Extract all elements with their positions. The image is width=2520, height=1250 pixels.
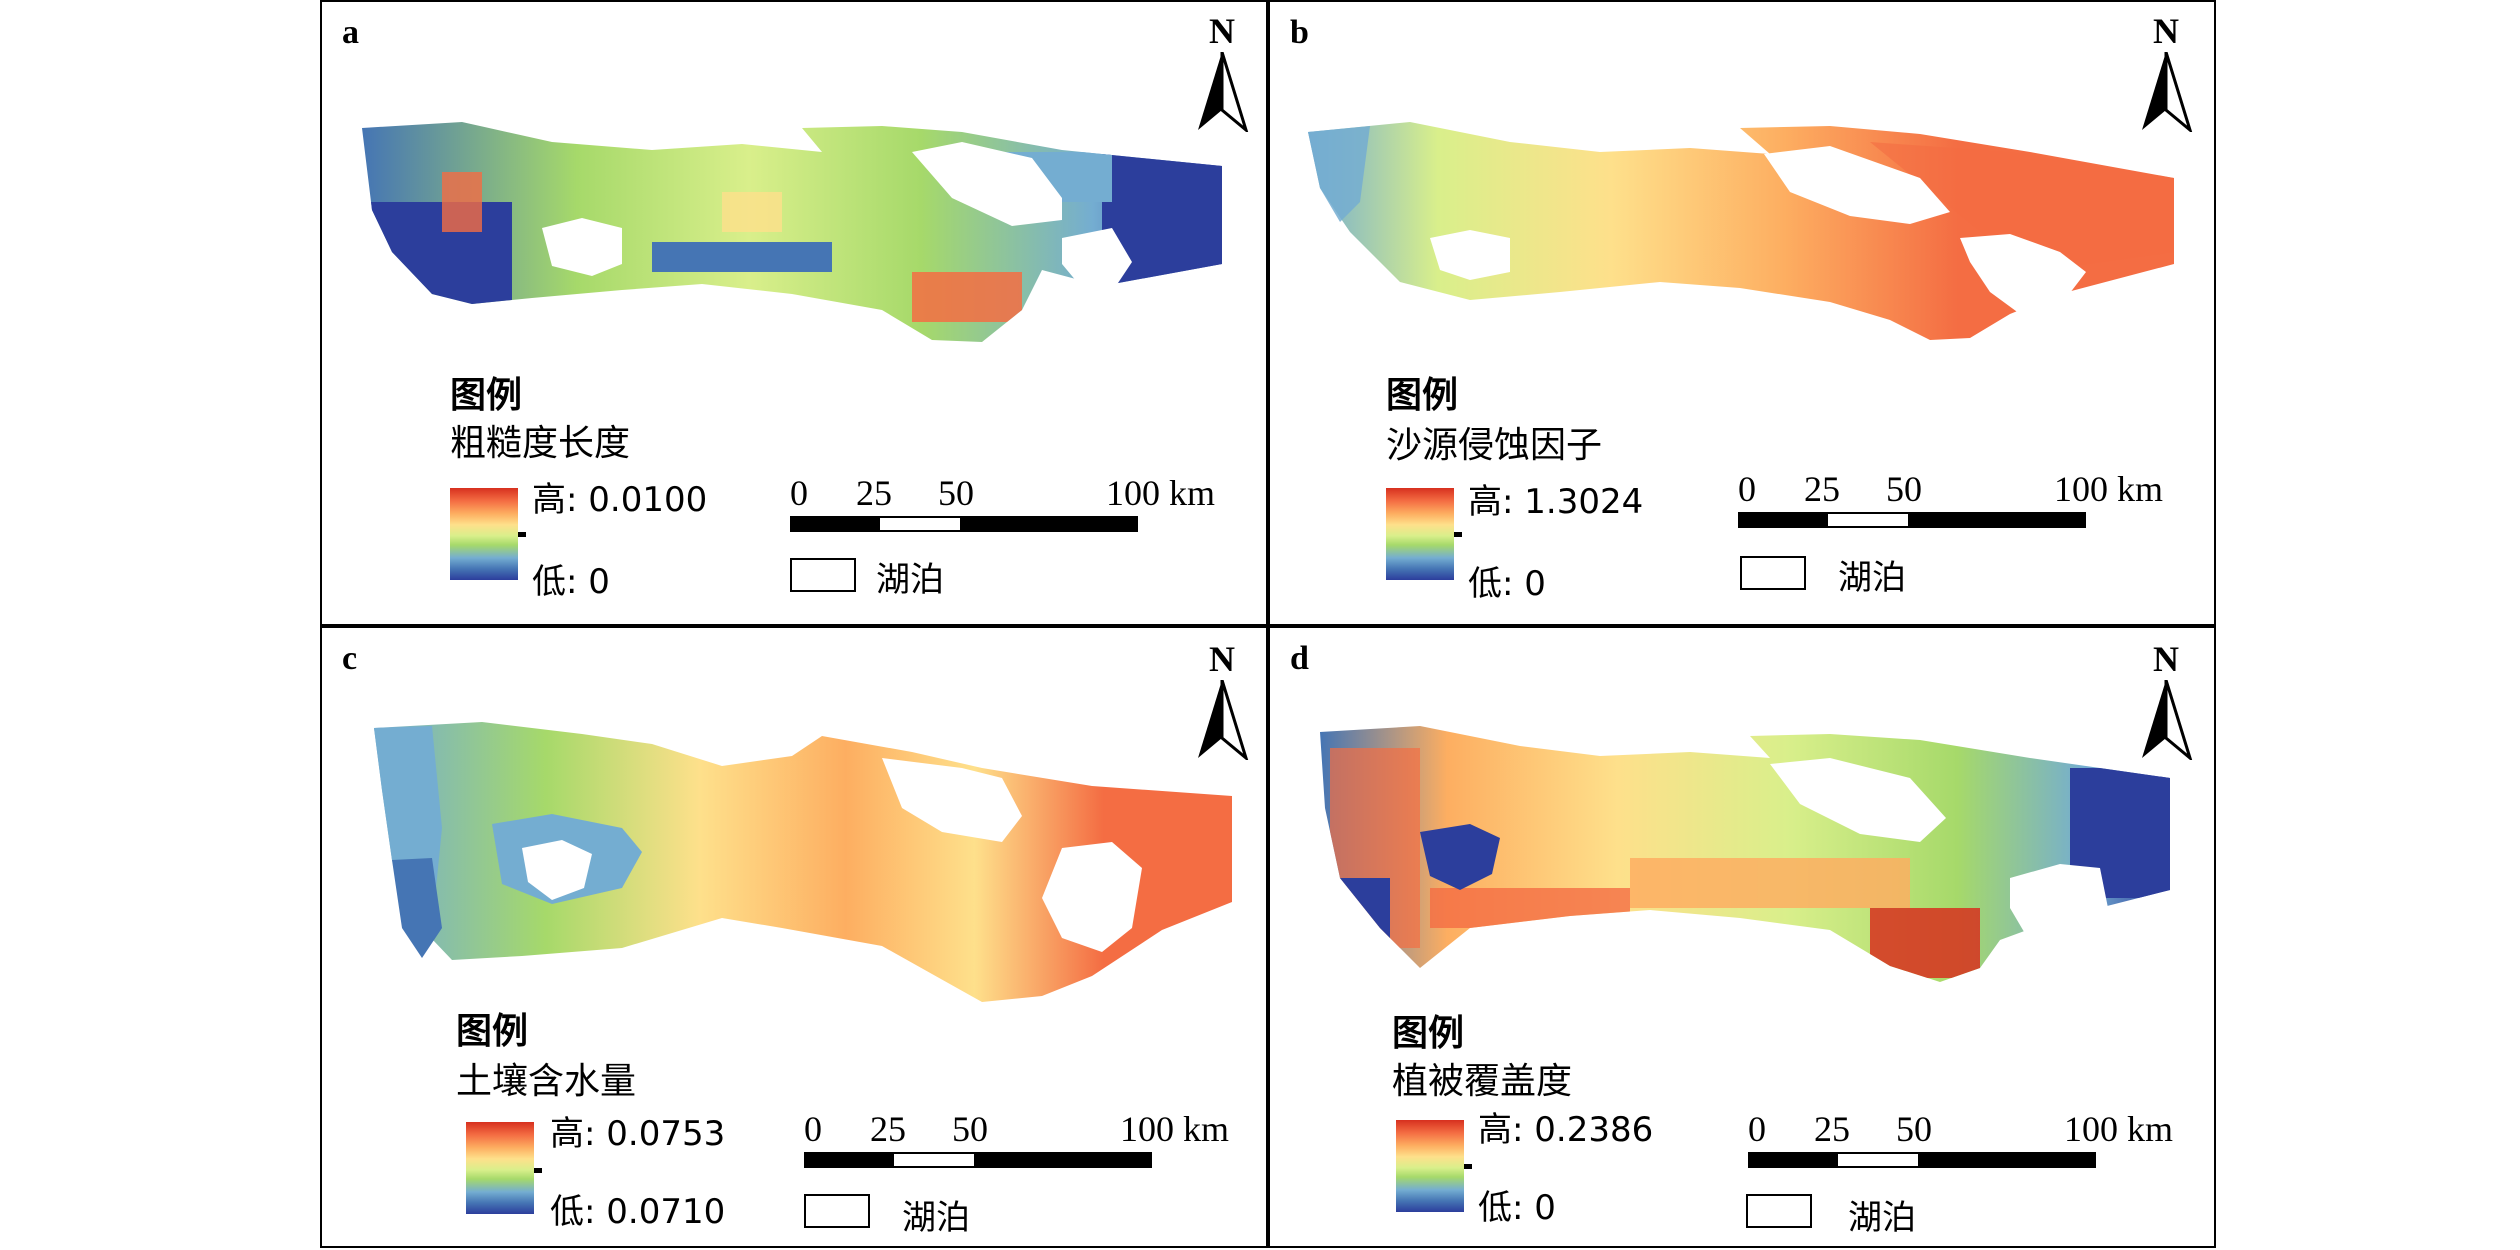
scale-bar: 0 25 50 100 km xyxy=(804,1108,1264,1208)
lake-swatch xyxy=(804,1194,870,1228)
lake-label: 湖泊 xyxy=(1848,1198,1916,1238)
scale-segment-white xyxy=(892,1152,976,1168)
lake-label: 湖泊 xyxy=(876,560,944,600)
scale-label-25: 25 xyxy=(870,1109,906,1149)
legend-low: 低: 0 xyxy=(1478,1188,1556,1228)
north-arrow: N xyxy=(1192,10,1252,132)
scale-label-50: 50 xyxy=(938,473,974,513)
north-label: N xyxy=(2153,639,2179,679)
scale-label-50: 50 xyxy=(952,1109,988,1149)
legend-high: 高: 1.3024 xyxy=(1468,482,1644,522)
ramp-tick xyxy=(1454,532,1462,537)
lake-swatch xyxy=(1746,1194,1812,1228)
north-arrow-icon xyxy=(1198,680,1249,760)
scale-bar: 0 25 50 100 km xyxy=(790,472,1250,572)
map-panel-b: b N 图例 沙源侵蚀因子 高: 1.3024 低: 0 0 25 50 100… xyxy=(1268,0,2216,626)
scale-segment-black-1 xyxy=(804,1152,892,1168)
scale-label-0: 0 xyxy=(1738,469,1756,509)
ramp-tick xyxy=(1464,1164,1472,1169)
legend-title: 图例 xyxy=(1386,375,1459,416)
legend-variable: 土壤含水量 xyxy=(456,1061,637,1102)
scale-label-0: 0 xyxy=(790,473,808,513)
map-d xyxy=(1320,726,2170,982)
scale-segment-black-2 xyxy=(962,516,1138,532)
ramp-tick xyxy=(518,532,526,537)
ramp-tick xyxy=(534,1168,542,1173)
lake-swatch xyxy=(1740,556,1806,590)
legend-high: 高: 0.0753 xyxy=(550,1114,726,1154)
scale-label-0: 0 xyxy=(804,1109,822,1149)
scale-label-25: 25 xyxy=(856,473,892,513)
scale-label-100: 100 km xyxy=(1106,473,1216,513)
legend-variable: 植被覆盖度 xyxy=(1392,1061,1573,1102)
color-ramp xyxy=(450,488,518,580)
legend-low: 低: 0.0710 xyxy=(550,1192,726,1232)
north-arrow: N xyxy=(1192,638,1252,760)
legend-high: 高: 0.0100 xyxy=(532,480,708,520)
north-arrow-icon xyxy=(2142,680,2193,760)
legend-title: 图例 xyxy=(450,375,523,416)
scale-segment-black-2 xyxy=(1910,512,2086,528)
scale-bar: 0 25 50 100 km xyxy=(1738,468,2198,568)
map-panel-a: a N 图例 粗糙度长度 高: 0.0100 低: 0 0 25 50 100 … xyxy=(320,0,1268,626)
legend-low: 低: 0 xyxy=(1468,564,1546,604)
legend-high: 高: 0.2386 xyxy=(1478,1110,1654,1150)
north-arrow-icon xyxy=(1198,52,1249,132)
legend-title: 图例 xyxy=(1392,1013,1465,1054)
color-ramp xyxy=(1386,488,1454,580)
legend-low: 低: 0 xyxy=(532,562,610,602)
panel-letter: b xyxy=(1290,14,1309,51)
north-label: N xyxy=(2153,11,2179,51)
map-panel-c: c N 图例 土壤含水量 高: 0.0753 低: 0.0710 0 25 50… xyxy=(320,626,1268,1248)
scale-segment-black-1 xyxy=(1738,512,1826,528)
scale-label-0: 0 xyxy=(1748,1109,1766,1149)
scale-label-100: 100 km xyxy=(2054,469,2164,509)
map-panel-d: d N 图例 植被覆盖度 高: 0.2386 低: 0 0 25 50 100 … xyxy=(1268,626,2216,1248)
north-arrow: N xyxy=(2136,638,2196,760)
map-b xyxy=(1308,122,2174,340)
north-label: N xyxy=(1209,639,1235,679)
color-ramp xyxy=(466,1122,534,1214)
scale-label-100: 100 km xyxy=(1120,1109,1230,1149)
lake-swatch xyxy=(790,558,856,592)
scale-bar: 0 25 50 100 km xyxy=(1748,1108,2208,1208)
scale-label-50: 50 xyxy=(1896,1109,1932,1149)
north-arrow: N xyxy=(2136,10,2196,132)
scale-segment-black-1 xyxy=(1748,1152,1836,1168)
scale-label-50: 50 xyxy=(1886,469,1922,509)
scale-label-25: 25 xyxy=(1814,1109,1850,1149)
north-label: N xyxy=(1209,11,1235,51)
north-arrow-icon xyxy=(2142,52,2193,132)
scale-segment-black-2 xyxy=(1920,1152,2096,1168)
scale-segment-white xyxy=(1836,1152,1920,1168)
map-a xyxy=(362,122,1222,342)
scale-segment-black-2 xyxy=(976,1152,1152,1168)
legend-variable: 粗糙度长度 xyxy=(450,423,631,464)
panel-letter: a xyxy=(342,14,359,51)
legend-title: 图例 xyxy=(456,1011,529,1052)
scale-segment-white xyxy=(878,516,962,532)
map-c xyxy=(374,722,1232,1002)
scale-segment-white xyxy=(1826,512,1910,528)
legend-variable: 沙源侵蚀因子 xyxy=(1386,425,1603,466)
scale-label-25: 25 xyxy=(1804,469,1840,509)
scale-label-100: 100 km xyxy=(2064,1109,2174,1149)
lake-label: 湖泊 xyxy=(1838,558,1906,598)
panel-letter: d xyxy=(1290,640,1309,677)
scale-segment-black-1 xyxy=(790,516,878,532)
lake-label: 湖泊 xyxy=(902,1198,970,1238)
panel-letter: c xyxy=(342,640,358,677)
color-ramp xyxy=(1396,1120,1464,1212)
